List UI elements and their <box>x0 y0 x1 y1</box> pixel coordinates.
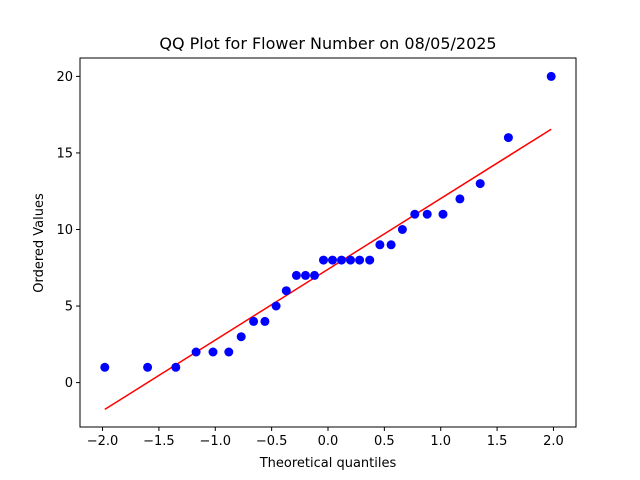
x-tick-label: −0.5 <box>256 434 288 449</box>
x-tick-label: −1.5 <box>143 434 175 449</box>
plot-area <box>100 71 556 411</box>
data-point <box>386 240 396 250</box>
data-point <box>236 332 246 342</box>
data-point <box>319 255 328 265</box>
data-point <box>475 179 485 189</box>
data-point <box>546 71 556 81</box>
data-point <box>346 255 355 265</box>
data-point <box>503 133 513 143</box>
data-point <box>100 362 110 372</box>
data-point <box>260 316 270 326</box>
x-tick-label: 1.0 <box>430 434 451 449</box>
x-axis: −2.0 −1.5 −1.0 −0.5 0.0 0.5 1.0 1.5 2.0 <box>87 427 564 449</box>
data-point <box>208 347 218 357</box>
data-point <box>375 240 385 250</box>
data-point <box>191 347 201 357</box>
data-point <box>310 270 319 280</box>
y-tick-label: 10 <box>56 223 73 238</box>
x-tick-label: 1.5 <box>487 434 508 449</box>
data-point <box>271 301 281 311</box>
y-tick-label: 0 <box>65 376 73 391</box>
x-tick-label: 0.5 <box>374 434 395 449</box>
data-point <box>328 255 337 265</box>
data-point <box>355 255 365 265</box>
x-tick-label: 0.0 <box>318 434 339 449</box>
data-point <box>410 209 420 219</box>
x-tick-label: −2.0 <box>87 434 119 449</box>
data-point <box>365 255 375 265</box>
y-tick-label: 5 <box>65 300 73 315</box>
fit-line <box>104 128 552 411</box>
x-axis-label: Theoretical quantiles <box>259 456 397 471</box>
data-point <box>291 270 301 280</box>
data-point <box>397 225 407 234</box>
data-point <box>455 194 465 204</box>
x-tick-label: −1.0 <box>199 434 231 449</box>
y-axis: 0 5 10 15 20 <box>56 70 80 391</box>
data-point <box>438 209 448 219</box>
data-point <box>224 347 234 357</box>
y-axis-label: Ordered Values <box>32 193 47 293</box>
data-point <box>249 316 259 326</box>
y-tick-label: 20 <box>56 70 73 85</box>
x-tick-label: 2.0 <box>543 434 564 449</box>
data-point <box>171 362 181 372</box>
data-point <box>281 286 291 296</box>
data-point <box>301 270 310 280</box>
chart-title: QQ Plot for Flower Number on 08/05/2025 <box>159 34 496 53</box>
data-point <box>422 209 432 219</box>
y-tick-label: 15 <box>56 146 73 161</box>
data-point <box>143 362 153 372</box>
data-point <box>337 255 346 265</box>
